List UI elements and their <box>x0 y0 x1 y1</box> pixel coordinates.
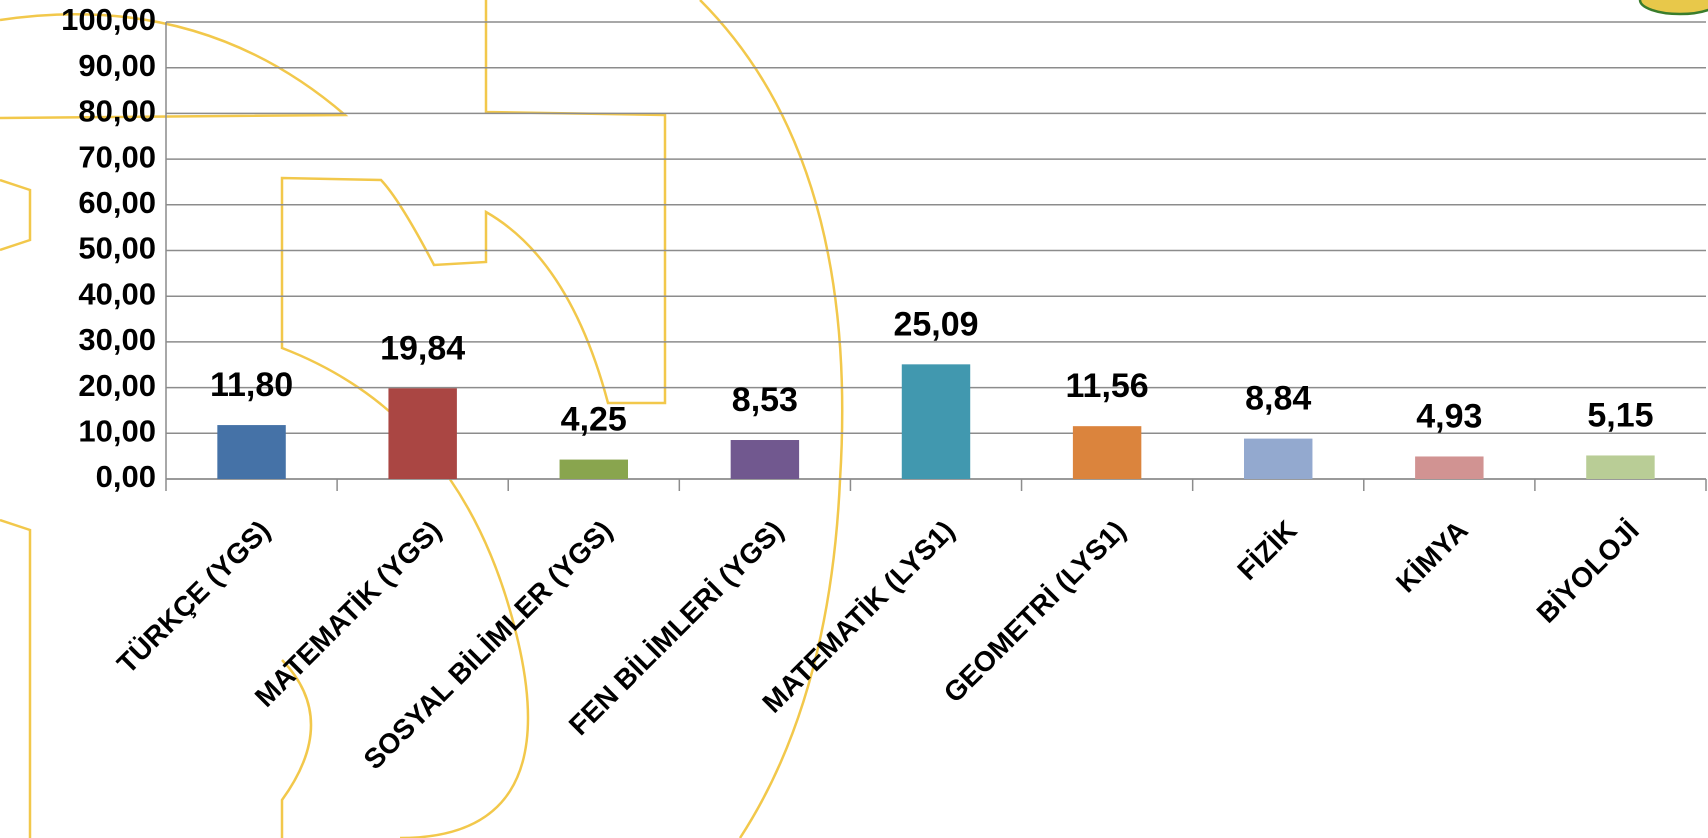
x-tick-label: TÜRKÇE (YGS) <box>111 515 276 680</box>
bar <box>388 388 457 479</box>
bar <box>1072 426 1142 479</box>
value-label: 11,80 <box>210 366 293 404</box>
bar <box>730 440 800 479</box>
value-label: 25,09 <box>893 305 978 343</box>
bar <box>1244 438 1313 479</box>
value-label: 19,84 <box>380 329 465 367</box>
bar <box>901 364 971 479</box>
value-label: 4,93 <box>1416 397 1482 435</box>
x-tick-label: BİYOLOJİ <box>1531 515 1645 629</box>
y-tick-label: 100,00 <box>61 2 156 37</box>
y-tick-label: 0,00 <box>96 459 156 494</box>
x-tick-label: MATEMATİK (LYS1) <box>756 515 960 719</box>
y-tick-label: 70,00 <box>78 139 156 174</box>
y-tick-label: 20,00 <box>78 368 156 403</box>
value-label: 8,53 <box>732 381 798 419</box>
y-tick-label: 80,00 <box>78 94 156 129</box>
bar <box>559 459 628 479</box>
x-tick-label: MATEMATİK (YGS) <box>249 515 447 713</box>
x-tick-label: KİMYA <box>1390 515 1474 599</box>
x-tick-label: FİZİK <box>1231 515 1302 586</box>
y-tick-label: 10,00 <box>78 413 156 448</box>
y-tick-label: 50,00 <box>78 231 156 266</box>
y-tick-label: 40,00 <box>78 276 156 311</box>
y-tick-label: 90,00 <box>78 48 156 83</box>
x-tick-label: GEOMETRİ (LYS1) <box>938 515 1132 709</box>
value-label: 4,25 <box>561 401 627 439</box>
bar <box>217 425 286 479</box>
y-tick-label: 60,00 <box>78 185 156 220</box>
bar <box>1586 455 1655 479</box>
y-tick-label: 30,00 <box>78 322 156 357</box>
value-label: 11,56 <box>1066 367 1149 405</box>
value-label: 5,15 <box>1587 396 1653 434</box>
value-label: 8,84 <box>1245 380 1311 418</box>
bar <box>1415 456 1484 479</box>
